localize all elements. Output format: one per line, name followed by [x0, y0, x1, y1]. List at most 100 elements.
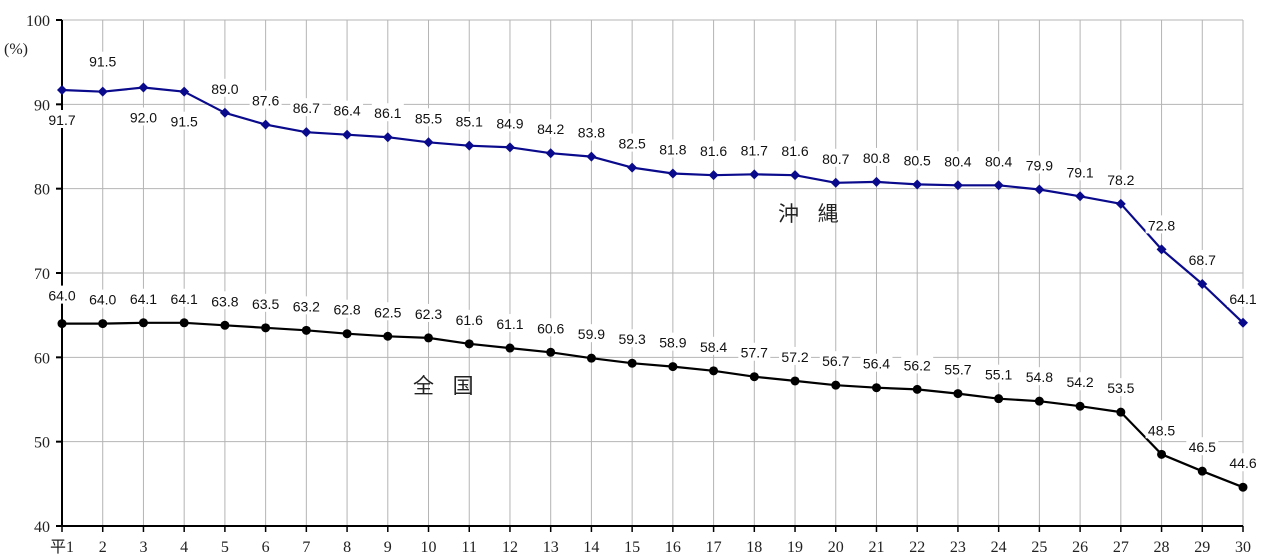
data-label-bg [412, 303, 445, 322]
data-label: 53.5 [1107, 380, 1134, 396]
data-point [57, 319, 67, 329]
data-point [1116, 407, 1126, 417]
data-label-bg [941, 151, 974, 170]
data-label: 91.5 [171, 114, 198, 130]
data-label: 85.1 [456, 114, 483, 130]
data-label: 57.7 [741, 345, 768, 361]
x-tick-label: 27 [1113, 539, 1129, 556]
data-label: 80.8 [863, 150, 890, 166]
data-label-bg [779, 346, 812, 365]
data-label: 62.8 [333, 302, 360, 318]
data-label: 46.5 [1189, 439, 1216, 455]
data-point [138, 82, 149, 93]
data-point [1034, 396, 1044, 406]
data-point [708, 170, 719, 181]
data-point [342, 129, 353, 140]
data-label-bg [249, 293, 282, 312]
data-label: 55.1 [985, 367, 1012, 383]
data-label: 78.2 [1107, 172, 1134, 188]
data-label-bg [1104, 378, 1137, 397]
data-label-bg [453, 309, 486, 328]
x-tick-label: 12 [502, 539, 518, 556]
data-label: 72.8 [1148, 217, 1175, 233]
x-tick-label: 8 [343, 539, 351, 556]
data-label-bg [575, 324, 608, 343]
data-label: 44.6 [1229, 455, 1256, 471]
data-point [1075, 401, 1085, 411]
data-point [382, 132, 393, 143]
data-point [668, 362, 678, 372]
data-point [1197, 278, 1208, 289]
series-layer [57, 82, 1248, 492]
x-tick-label: 24 [991, 539, 1007, 556]
data-label-bg [331, 100, 364, 119]
y-tick-label: 100 [26, 13, 50, 30]
data-label: 64.1 [130, 291, 157, 307]
data-label: 63.5 [252, 296, 279, 312]
data-label-bg [1104, 169, 1137, 188]
data-label-bg [819, 351, 852, 370]
data-label: 57.2 [781, 349, 808, 365]
data-label: 61.1 [496, 316, 523, 332]
data-label: 84.2 [537, 121, 564, 137]
data-point [179, 86, 190, 97]
data-label-bg [493, 113, 526, 132]
x-tick-label: 2 [99, 539, 107, 556]
data-point [1197, 466, 1207, 476]
y-tick-label: 70 [34, 266, 50, 283]
x-tick-label: 16 [665, 539, 681, 556]
data-label-bg [779, 141, 812, 160]
data-label: 92.0 [130, 109, 157, 125]
data-label: 56.4 [863, 356, 890, 372]
data-point [749, 169, 760, 180]
data-label-bg [371, 103, 404, 122]
data-point [57, 84, 67, 95]
data-label-bg [575, 122, 608, 141]
data-point [220, 320, 230, 330]
data-label: 81.6 [700, 143, 727, 159]
data-label-bg [249, 90, 282, 109]
data-label: 55.7 [944, 362, 971, 378]
data-point [627, 358, 637, 368]
data-point [952, 180, 963, 191]
data-point [342, 329, 352, 339]
data-label-bg [738, 342, 771, 361]
data-label-bg [208, 78, 241, 97]
data-point [627, 162, 638, 173]
data-label-bg [1186, 437, 1219, 456]
y-tick-label: 60 [34, 350, 50, 367]
x-tick-label: 4 [180, 539, 188, 556]
data-label-bg [493, 314, 526, 333]
data-point [1034, 184, 1045, 195]
data-label-bg [534, 119, 567, 138]
data-point [260, 119, 271, 130]
data-label: 63.8 [211, 293, 238, 309]
data-label-bg [46, 285, 78, 304]
data-label-bg [46, 109, 78, 128]
data-point [871, 383, 881, 393]
data-label-bg [168, 111, 201, 130]
y-tick-label: 80 [34, 182, 50, 199]
data-point [301, 127, 312, 138]
data-point [98, 319, 108, 329]
data-point [505, 343, 515, 353]
data-label: 64.1 [171, 291, 198, 307]
x-tick-label: 3 [139, 539, 147, 556]
data-label: 59.3 [619, 331, 646, 347]
data-point [383, 331, 393, 341]
data-label-bg [331, 299, 364, 318]
data-point [1115, 198, 1126, 209]
x-tick-label: 20 [828, 539, 844, 556]
data-label: 91.5 [89, 54, 116, 70]
data-label: 83.8 [578, 125, 605, 141]
data-point [871, 176, 882, 187]
data-label: 58.9 [659, 335, 686, 351]
data-point [1156, 244, 1167, 255]
data-point [912, 179, 923, 190]
data-point [994, 394, 1004, 404]
data-label-bg [656, 332, 689, 351]
data-point [424, 333, 434, 343]
data-label: 59.9 [578, 326, 605, 342]
